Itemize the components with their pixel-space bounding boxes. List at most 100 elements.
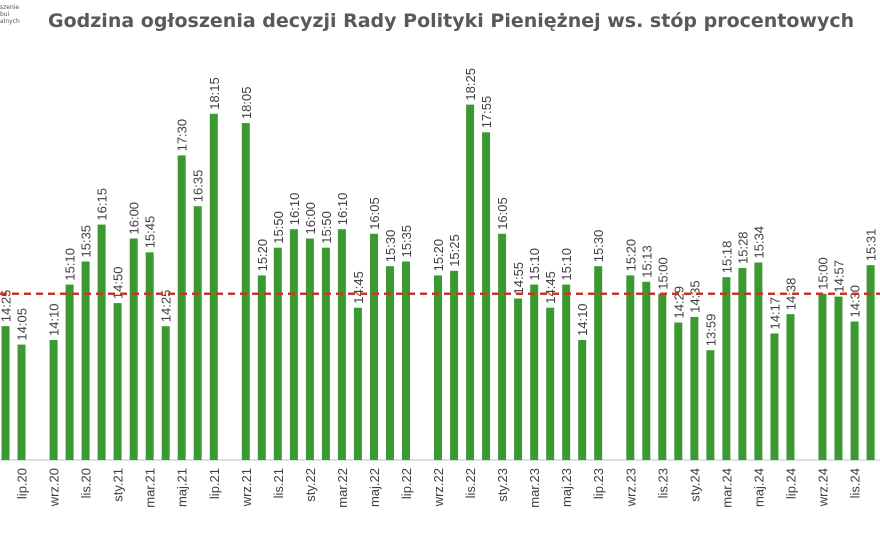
x-tick-label: lis.23 bbox=[655, 468, 670, 498]
data-label: 15:34 bbox=[751, 226, 766, 259]
x-tick-label: maj.21 bbox=[175, 468, 190, 507]
data-label: 14:25 bbox=[0, 290, 14, 323]
bar bbox=[17, 344, 26, 460]
x-tick-label: sty.21 bbox=[111, 468, 126, 502]
x-tick-label: mar.21 bbox=[143, 468, 158, 508]
data-label: 15:35 bbox=[399, 225, 414, 258]
data-label: 14:45 bbox=[351, 271, 366, 304]
data-label: 15:10 bbox=[527, 248, 542, 281]
data-label: 14:57 bbox=[832, 260, 847, 293]
data-label: 14:10 bbox=[47, 303, 62, 336]
x-tick-label: sty.24 bbox=[687, 468, 702, 502]
bar bbox=[786, 314, 795, 460]
bar bbox=[754, 262, 763, 460]
bar bbox=[321, 247, 330, 460]
data-label: 18:25 bbox=[463, 68, 478, 101]
x-tick-label: maj.22 bbox=[367, 468, 382, 507]
bar bbox=[834, 296, 843, 460]
bar bbox=[177, 155, 186, 460]
x-tick-label: wrz.24 bbox=[816, 468, 831, 507]
x-tick-label: wrz.22 bbox=[431, 468, 446, 507]
bar bbox=[642, 281, 651, 460]
data-label: 15:28 bbox=[735, 231, 750, 264]
bar bbox=[49, 340, 58, 460]
data-label: 16:05 bbox=[367, 197, 382, 230]
data-label: 18:05 bbox=[239, 87, 254, 120]
bar bbox=[514, 298, 523, 460]
data-label: 14:29 bbox=[671, 286, 686, 319]
x-tick-label: lis.21 bbox=[271, 468, 286, 498]
x-tick-label: lip.24 bbox=[784, 468, 799, 499]
bar bbox=[273, 247, 282, 460]
data-label: 15:13 bbox=[639, 245, 654, 278]
x-tick-label: sty.22 bbox=[303, 468, 318, 502]
x-tick-labels-layer: lip.20 wrz.20 lis.20 sty.21 mar.21 maj.21 lip.… bbox=[15, 468, 863, 508]
x-tick-label: mar.22 bbox=[335, 468, 350, 508]
bar bbox=[1, 326, 10, 460]
data-label: 15:10 bbox=[559, 248, 574, 281]
data-label: 13:59 bbox=[703, 314, 718, 347]
bar bbox=[97, 224, 106, 460]
bar bbox=[145, 252, 154, 460]
bar bbox=[658, 293, 667, 460]
logo-text: szenie bui alnych bbox=[0, 4, 40, 25]
data-label: 15:30 bbox=[383, 230, 398, 263]
bar bbox=[674, 322, 683, 460]
bar bbox=[690, 316, 699, 460]
data-label: 15:45 bbox=[143, 216, 158, 249]
bar bbox=[161, 326, 170, 460]
data-label: 15:50 bbox=[271, 211, 286, 244]
bar bbox=[722, 277, 731, 460]
bar bbox=[434, 275, 442, 460]
x-tick-label: lip.23 bbox=[591, 468, 606, 499]
data-label: 15:30 bbox=[591, 230, 606, 263]
data-label: 16:05 bbox=[495, 197, 510, 230]
x-tick-label: lip.22 bbox=[399, 468, 414, 499]
data-label: 14:10 bbox=[575, 303, 590, 336]
bar bbox=[594, 266, 603, 460]
data-label: 17:55 bbox=[479, 96, 494, 129]
data-label: 15:25 bbox=[447, 234, 462, 267]
bar bbox=[866, 265, 875, 460]
x-tick-label: lis.22 bbox=[463, 468, 478, 498]
data-label: 14:55 bbox=[511, 262, 526, 295]
bar bbox=[562, 284, 571, 460]
bar bbox=[738, 268, 747, 460]
bar bbox=[530, 284, 539, 460]
bar bbox=[450, 270, 459, 460]
data-label: 14:45 bbox=[543, 271, 558, 304]
bar bbox=[305, 238, 314, 460]
x-tick-label: wrz.20 bbox=[47, 468, 62, 507]
logo-line: szenie bbox=[0, 4, 20, 11]
data-label: 15:18 bbox=[719, 241, 734, 274]
bar bbox=[81, 261, 90, 460]
bar bbox=[578, 340, 587, 460]
x-tick-label: sty.23 bbox=[495, 468, 510, 502]
bar bbox=[850, 321, 859, 460]
data-label: 14:35 bbox=[687, 280, 702, 313]
data-label: 15:50 bbox=[319, 211, 334, 244]
x-tick-label: lis.24 bbox=[848, 468, 863, 498]
data-label: 14:17 bbox=[768, 297, 783, 330]
x-tick-label: lis.20 bbox=[79, 468, 94, 498]
data-label: 18:15 bbox=[207, 77, 222, 110]
bar bbox=[129, 238, 138, 460]
data-label: 15:00 bbox=[816, 257, 831, 290]
data-label: 16:00 bbox=[303, 202, 318, 235]
data-label: 15:20 bbox=[431, 239, 446, 272]
bar bbox=[466, 104, 475, 460]
bar bbox=[770, 333, 779, 460]
data-label: 15:35 bbox=[79, 225, 94, 258]
data-label: 14:38 bbox=[784, 278, 799, 311]
data-label: 16:00 bbox=[127, 202, 142, 235]
chart-title: Godzina ogłoszenia decyzji Rady Polityki… bbox=[48, 10, 855, 32]
bar bbox=[498, 233, 507, 460]
data-label: 15:20 bbox=[255, 239, 270, 272]
bar bbox=[241, 123, 250, 460]
logo-line: bui bbox=[0, 11, 10, 18]
bar bbox=[706, 350, 715, 460]
bars-layer bbox=[1, 104, 875, 461]
bar bbox=[337, 229, 346, 460]
bar bbox=[626, 275, 635, 460]
